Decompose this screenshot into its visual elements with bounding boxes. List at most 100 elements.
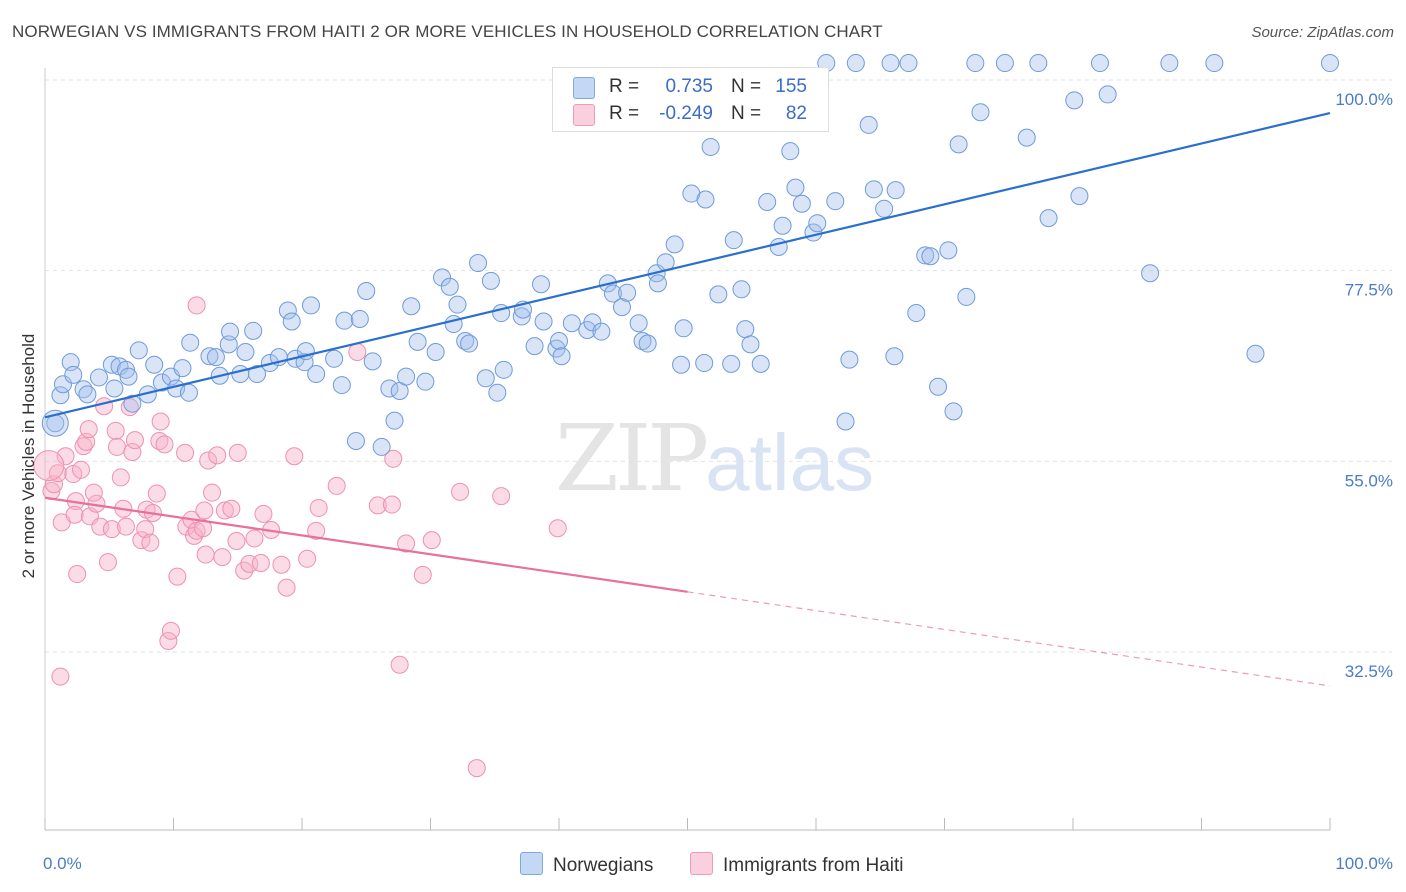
point-norwegians (335, 311, 354, 330)
y-tick-label: 100.0% (1335, 90, 1393, 109)
bottom-legend-swatch-haiti (690, 852, 713, 875)
point-norwegians (722, 354, 741, 373)
point-norwegians (346, 431, 365, 450)
point-norwegians (966, 54, 985, 73)
point-norwegians (397, 367, 416, 386)
point-norwegians (781, 142, 800, 161)
legend-n-value-haiti: 82 (785, 103, 807, 124)
point-norwegians (592, 322, 611, 341)
point-immigrants-from-haiti (213, 548, 232, 567)
point-norwegians (1160, 54, 1179, 73)
point-immigrants-from-haiti (467, 759, 486, 778)
legend-row-norwegians: R = 0.735 N = 155 (553, 73, 828, 101)
point-immigrants-from-haiti (44, 475, 63, 494)
bottom-legend-haiti: Immigrants from Haiti (690, 852, 904, 877)
point-norwegians (792, 194, 811, 213)
tick-labels: 32.5% 55.0% 77.5% 100.0% 0.0% 100.0% (43, 90, 1393, 873)
point-norwegians (971, 103, 990, 122)
point-immigrants-from-haiti (196, 545, 215, 564)
point-immigrants-from-haiti (222, 499, 241, 518)
point-norwegians (433, 268, 452, 287)
point-immigrants-from-haiti (48, 464, 67, 483)
point-immigrants-from-haiti (159, 631, 178, 650)
point-immigrants-from-haiti (451, 482, 470, 501)
zipatlas-watermark: ZIPatlas (555, 405, 874, 512)
point-immigrants-from-haiti (298, 549, 317, 568)
point-immigrants-from-haiti (492, 487, 511, 506)
point-immigrants-from-haiti (285, 447, 304, 466)
point-norwegians (724, 231, 743, 250)
point-immigrants-from-haiti (185, 526, 204, 545)
point-immigrants-from-haiti (161, 621, 180, 640)
point-norwegians (1065, 91, 1084, 110)
point-norwegians (885, 347, 904, 366)
point-norwegians (206, 348, 225, 367)
point-norwegians (552, 347, 571, 366)
chart-title: NORWEGIAN VS IMMIGRANTS FROM HAITI 2 OR … (12, 22, 883, 41)
y-axis-label: 2 or more Vehicles in Household (19, 334, 38, 579)
point-norwegians (618, 283, 637, 302)
point-norwegians (325, 349, 344, 368)
point-immigrants-from-haiti (111, 468, 130, 487)
point-immigrants-from-haiti (390, 655, 409, 674)
point-immigrants-from-haiti-large (33, 450, 65, 482)
correlation-legend: R = 0.735 N = 155 R = -0.249 N = 82 (552, 67, 829, 132)
point-immigrants-from-haiti (227, 531, 246, 550)
point-immigrants-from-haiti (141, 533, 160, 552)
point-norwegians (357, 282, 376, 301)
axes (44, 68, 1331, 831)
point-immigrants-from-haiti (277, 578, 296, 597)
legend-r-label: R = (609, 76, 640, 97)
point-immigrants-from-haiti (548, 519, 567, 538)
point-norwegians (236, 343, 255, 362)
point-norwegians (939, 241, 958, 260)
point-norwegians (78, 385, 97, 404)
point-norwegians (921, 247, 940, 266)
point-immigrants-from-haiti (348, 343, 367, 362)
point-norwegians (416, 372, 435, 391)
point-norwegians (525, 337, 544, 356)
point-norwegians (840, 350, 859, 369)
chart-source: Source: ZipAtlas.com (1251, 24, 1394, 41)
point-norwegians (179, 383, 198, 402)
point-immigrants-from-haiti (327, 476, 346, 495)
point-immigrants-from-haiti (150, 431, 169, 450)
point-norwegians (550, 332, 568, 351)
bottom-legend-label-haiti: Immigrants from Haiti (723, 855, 904, 876)
point-immigrants-from-haiti (98, 553, 117, 572)
point-immigrants-from-haiti (307, 521, 326, 540)
point-norwegians (64, 365, 83, 384)
point-norwegians (1141, 264, 1160, 283)
point-immigrants-from-haiti (176, 443, 195, 462)
trend-line-norwegians (44, 111, 1331, 419)
point-immigrants-from-haiti (382, 495, 401, 514)
point-norwegians (1090, 54, 1109, 73)
point-immigrants-from-haiti (65, 505, 84, 524)
point-immigrants-from-haiti (194, 519, 213, 538)
point-immigrants-from-haiti (384, 449, 403, 468)
point-norwegians (129, 341, 148, 360)
bottom-legend-swatch-norwegians (520, 852, 543, 875)
point-norwegians (1246, 344, 1265, 363)
point-norwegians (949, 135, 968, 154)
point-immigrants-from-haiti (102, 520, 121, 539)
point-immigrants-from-haiti (155, 435, 174, 454)
point-norwegians (769, 237, 788, 256)
point-norwegians (408, 332, 427, 351)
y-tick-label: 32.5% (1345, 662, 1393, 681)
watermark-zip: ZIP (555, 405, 709, 512)
point-norwegians (612, 298, 631, 317)
point-immigrants-from-haiti (254, 504, 273, 523)
point-immigrants-from-haiti (422, 531, 441, 550)
legend-n-label: N = (731, 103, 762, 124)
point-norwegians (562, 314, 581, 333)
point-norwegians (51, 386, 70, 405)
point-norwegians (916, 246, 935, 265)
legend-n-label: N = (731, 76, 762, 97)
point-norwegians (244, 321, 263, 340)
point-norwegians (732, 280, 751, 299)
point-norwegians (476, 369, 495, 388)
point-norwegians (736, 320, 755, 339)
point-immigrants-from-haiti (68, 565, 87, 584)
